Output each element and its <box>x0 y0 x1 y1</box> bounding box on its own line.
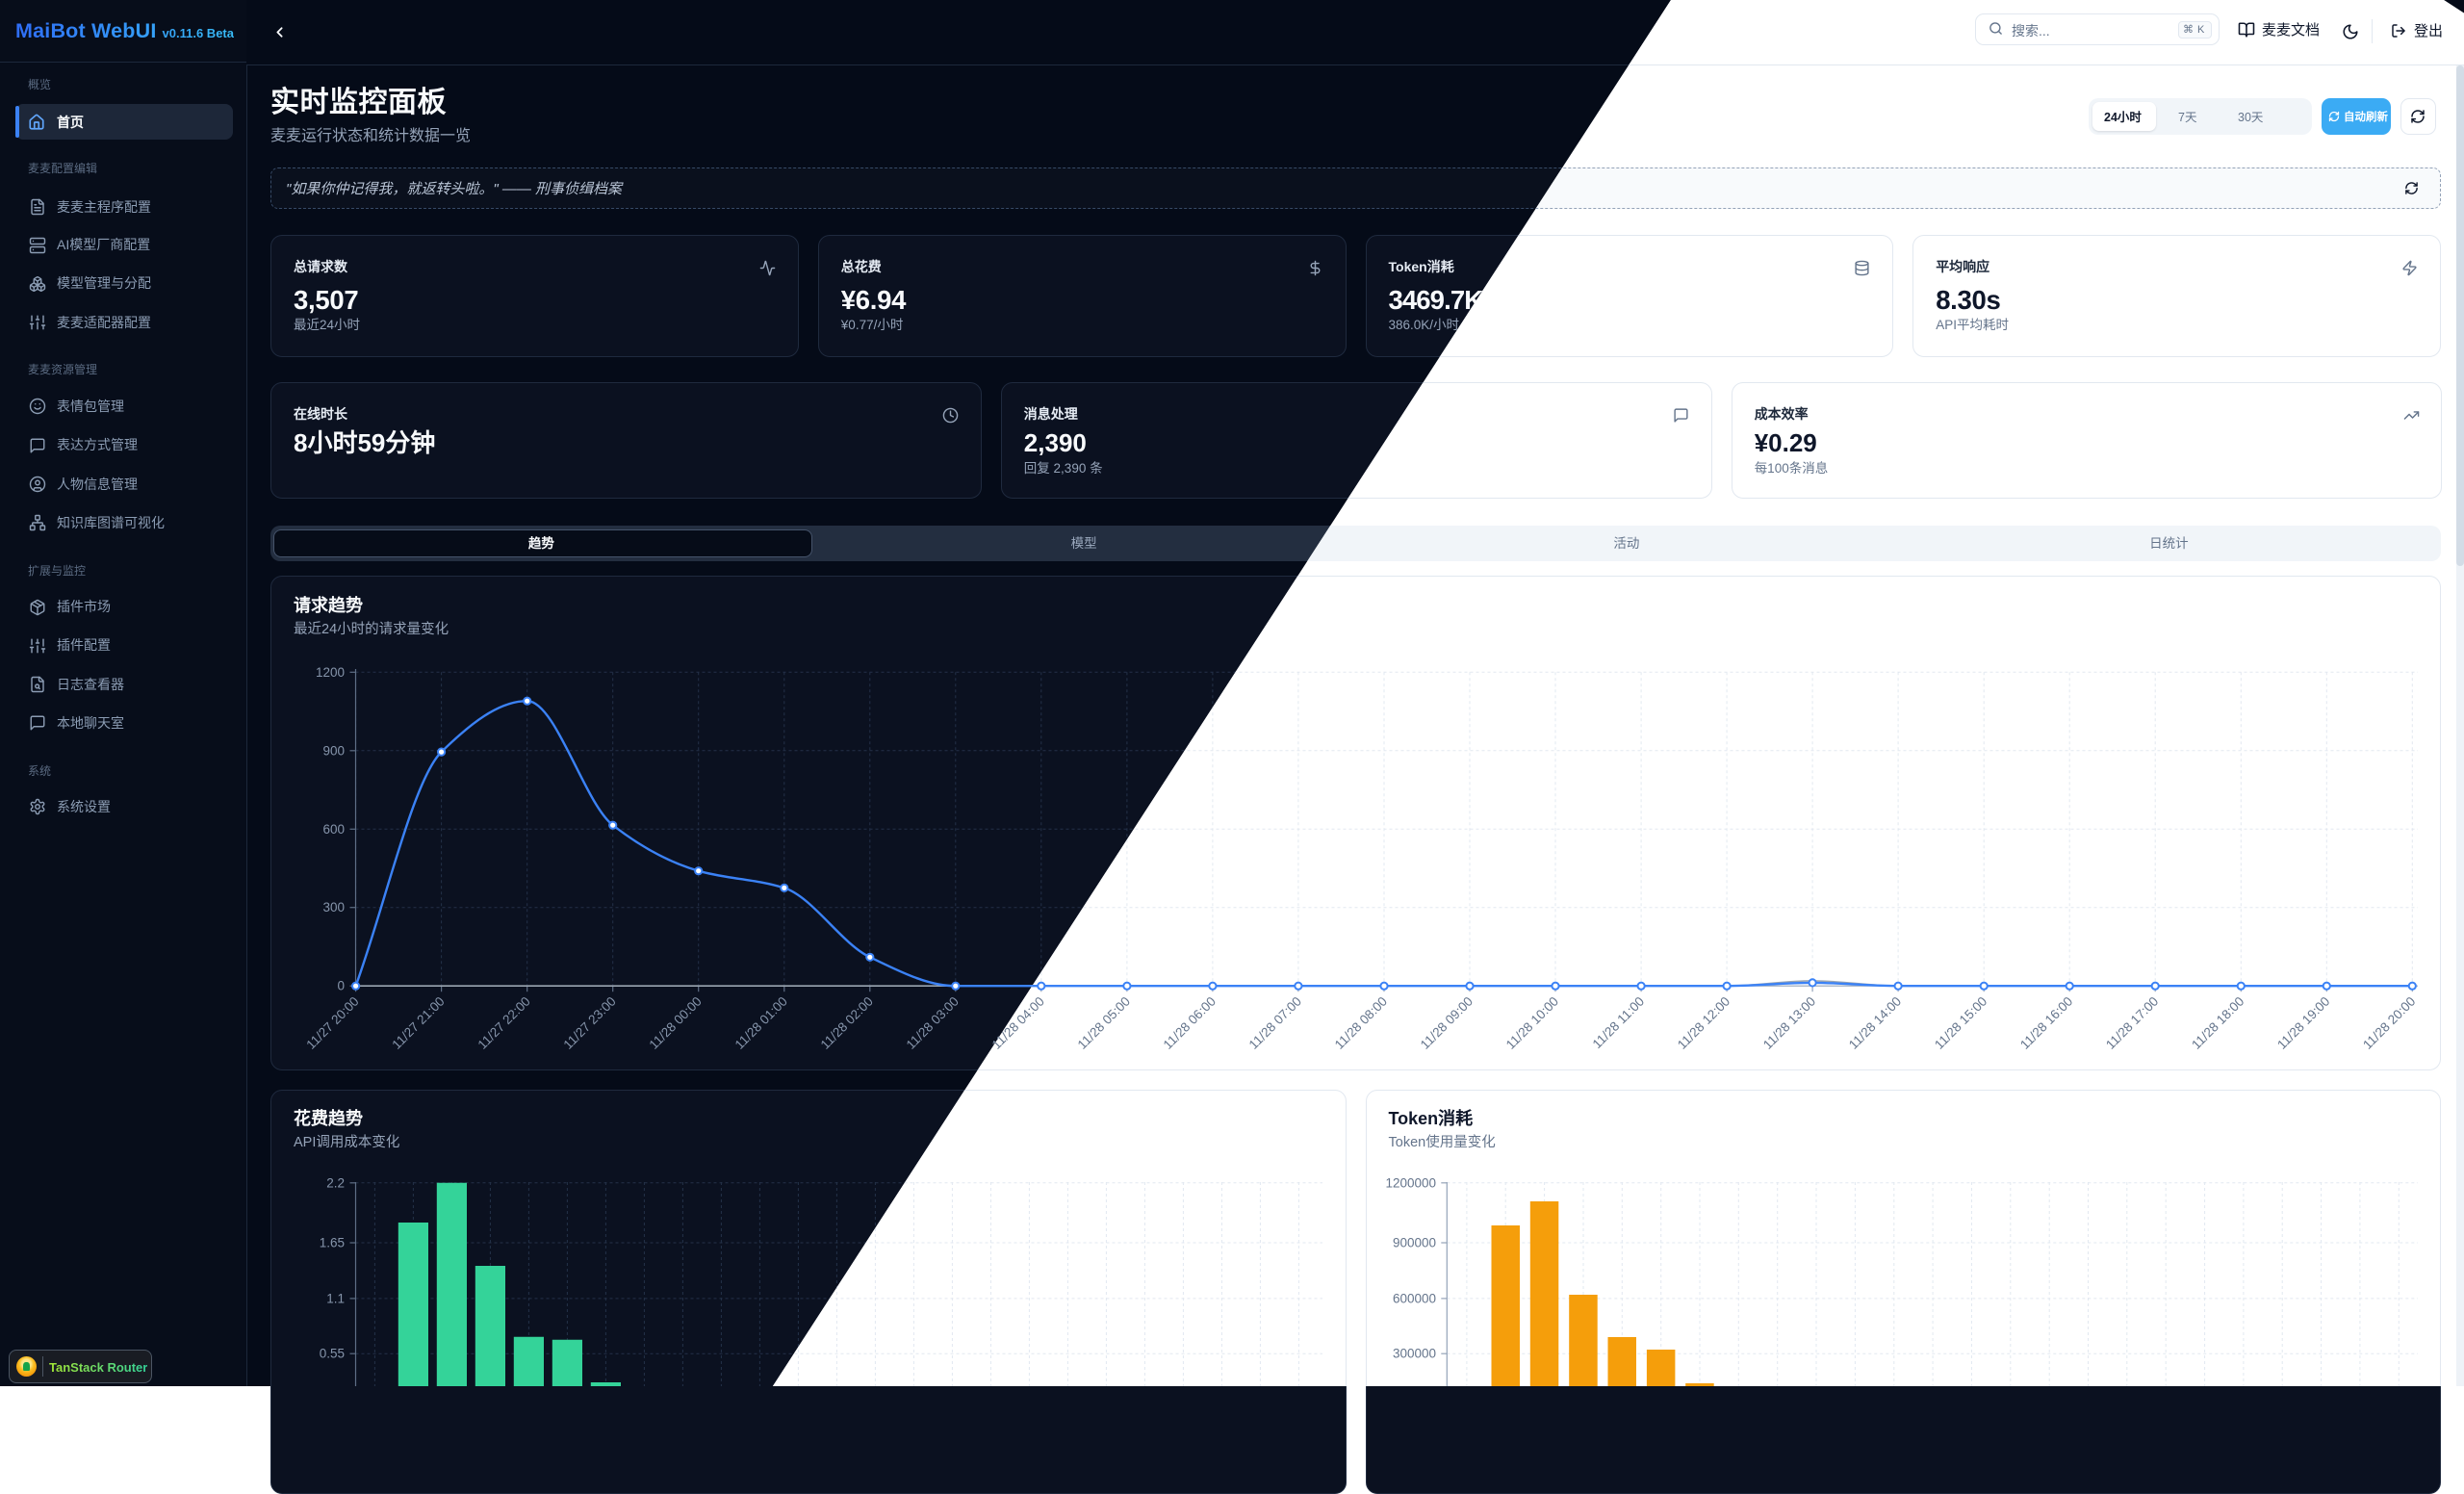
svg-text:1200000: 1200000 <box>1385 1175 1436 1190</box>
svg-text:1200: 1200 <box>316 665 345 680</box>
svg-text:900: 900 <box>322 743 345 758</box>
svg-text:300: 300 <box>322 900 345 914</box>
svg-text:900000: 900000 <box>1393 1236 1436 1250</box>
svg-text:1.65: 1.65 <box>320 1236 345 1250</box>
svg-text:0.55: 0.55 <box>320 1347 345 1361</box>
svg-text:600: 600 <box>322 822 345 837</box>
svg-text:600000: 600000 <box>1393 1291 1436 1305</box>
svg-text:1.1: 1.1 <box>326 1291 345 1305</box>
svg-text:300000: 300000 <box>1393 1347 1436 1361</box>
svg-text:0: 0 <box>337 979 345 993</box>
svg-text:2.2: 2.2 <box>326 1175 345 1190</box>
